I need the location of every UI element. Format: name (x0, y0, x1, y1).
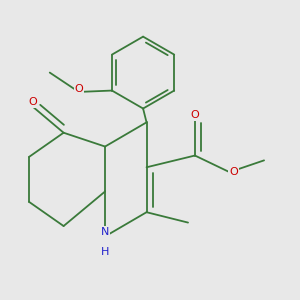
Text: H: H (101, 247, 109, 256)
Text: O: O (190, 110, 199, 120)
Text: O: O (28, 97, 37, 107)
Text: O: O (74, 84, 83, 94)
Text: O: O (229, 167, 238, 177)
Text: N: N (101, 227, 109, 237)
